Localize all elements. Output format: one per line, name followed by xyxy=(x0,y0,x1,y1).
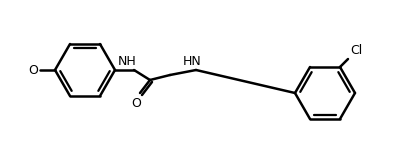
Text: O: O xyxy=(131,97,141,110)
Text: Cl: Cl xyxy=(350,44,362,57)
Text: NH: NH xyxy=(118,55,136,68)
Text: HN: HN xyxy=(183,55,201,68)
Text: O: O xyxy=(28,64,38,77)
